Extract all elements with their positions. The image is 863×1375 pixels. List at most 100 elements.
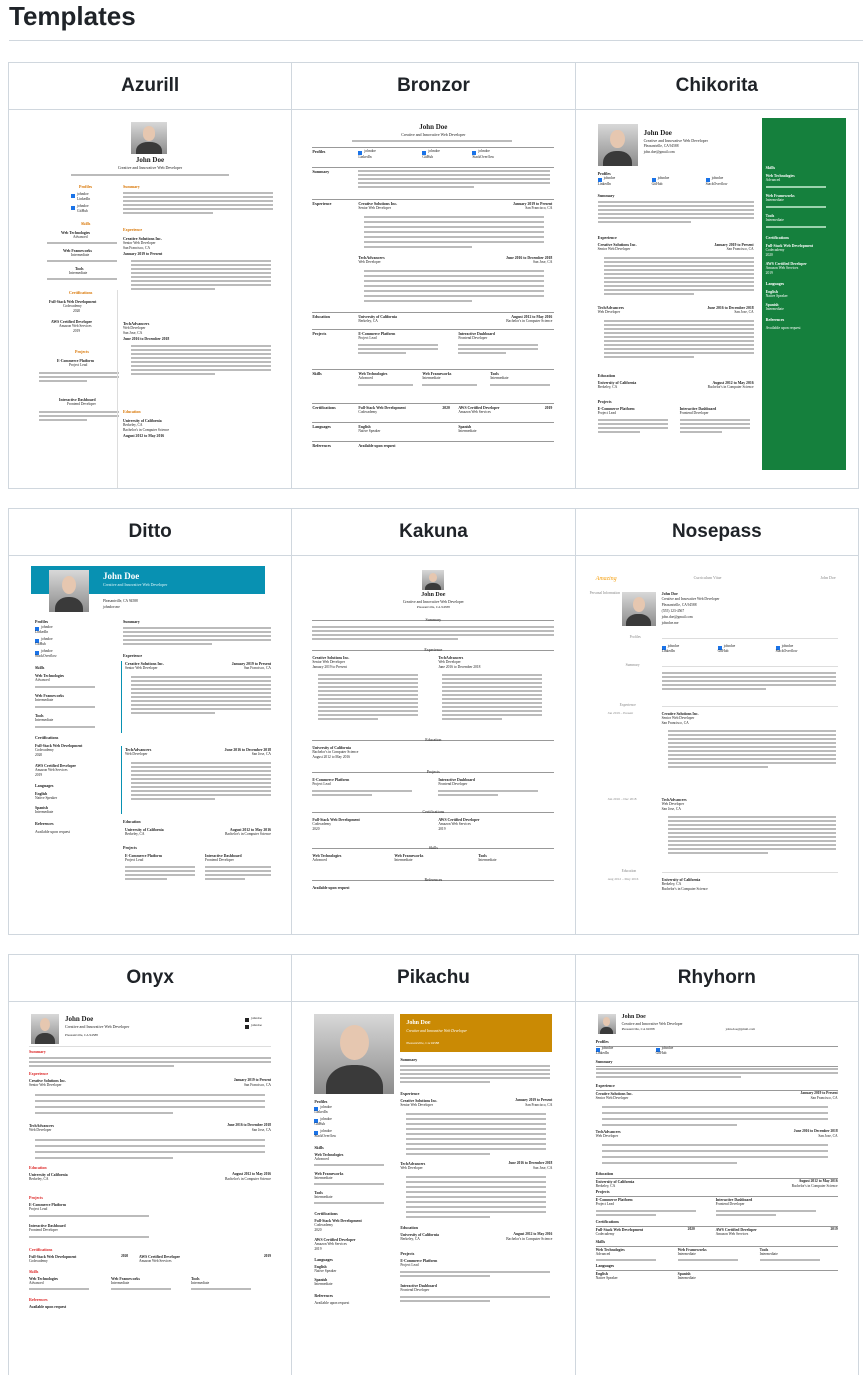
templates-table: Azurill Bronzor Chikorita John Doe Creati…	[7, 62, 860, 1375]
template-preview-ditto[interactable]: John Doe Creative and Innovative Web Deve…	[9, 556, 291, 934]
resume-skill2: Web Frameworks	[63, 249, 92, 253]
text-line	[39, 376, 119, 378]
section-divider	[29, 1046, 271, 1047]
resume-cert2-year: 2019	[830, 1227, 838, 1231]
section-divider	[595, 1196, 838, 1197]
text-line	[595, 1259, 656, 1261]
resume-school: University of California	[661, 878, 701, 882]
resume-section-summary: Summary	[625, 663, 640, 667]
resume-skill1-level: Advanced	[314, 1157, 329, 1161]
resume-project2: Interactive Dashboard	[458, 332, 495, 336]
template-preview-rhyhorn[interactable]: John Doe Creative and Innovative Web Deve…	[575, 1002, 858, 1375]
text-line	[406, 1186, 547, 1188]
resume-section-skills: Skills	[35, 665, 45, 670]
section-divider	[595, 1270, 838, 1271]
resume-section-languages: Languages	[35, 783, 54, 788]
text-line	[661, 676, 836, 678]
resume-degree: Bachelor's in Computer Science	[123, 428, 170, 432]
resume-section-experience: Experience	[619, 703, 636, 707]
template-name-azurill: Azurill	[7, 62, 293, 110]
resume-section-profiles: Profiles	[79, 184, 93, 189]
profile-photo	[621, 592, 656, 626]
template-preview-nosepass[interactable]: Amazing Curriculum Vitae John Doe Personal …	[575, 556, 858, 934]
text-line	[603, 348, 754, 350]
text-line	[406, 1206, 547, 1208]
template-preview-onyx[interactable]: John Doe Creative and Innovative Web Deve…	[9, 1002, 291, 1375]
text-line	[364, 216, 545, 218]
text-line	[667, 848, 836, 850]
text-line	[661, 688, 767, 690]
resume-lang1: English	[358, 425, 371, 429]
resume-cert1-year: 2020	[687, 1227, 695, 1231]
text-line	[442, 714, 543, 716]
text-line	[406, 1181, 547, 1183]
resume-references: Available upon request	[358, 444, 396, 448]
resume-section-skills: Skills	[595, 1239, 605, 1244]
text-line	[39, 411, 119, 413]
resume-place2: San Jose, CA	[734, 310, 754, 314]
resume-company1: Creative Solutions Inc.	[661, 712, 699, 716]
template-preview-bronzor[interactable]: John Doe Creative and Innovative Web Deve…	[292, 110, 575, 488]
text-line	[601, 1150, 828, 1152]
text-line	[667, 730, 836, 732]
text-line	[603, 285, 754, 287]
resume-profile-stackoverflow: StackOverflow	[314, 1134, 337, 1138]
text-line	[131, 770, 271, 772]
text-line	[131, 712, 215, 714]
resume-skill2-level: Intermediate	[71, 253, 90, 257]
text-line	[679, 427, 750, 429]
resume-skill1-level: Advanced	[35, 678, 50, 682]
text-line	[661, 672, 836, 674]
resume-name: John Doe	[661, 591, 678, 596]
resume-section-references: References	[29, 1297, 48, 1302]
text-line	[667, 844, 836, 846]
sidebar-panel	[761, 118, 846, 470]
resume-project1-role: Project Lead	[125, 858, 144, 862]
resume-cert2-year: 2019	[314, 1247, 322, 1251]
text-line	[123, 627, 271, 629]
text-line	[490, 384, 551, 386]
text-line	[406, 1143, 547, 1145]
resume-section-experience: Experience	[123, 653, 143, 658]
resume-skill2-level: Intermediate	[765, 198, 784, 202]
text-line	[35, 1151, 265, 1153]
resume-name: John Doe	[135, 156, 165, 164]
template-preview-kakuna[interactable]: John Doe Creative and Innovative Web Deve…	[292, 556, 575, 934]
resume-location: Pleasantville, CA 94588	[103, 599, 138, 603]
resume-school: University of California	[123, 419, 162, 423]
resume-section-summary: Summary	[595, 1059, 613, 1064]
resume-section-references: References	[765, 317, 785, 322]
resume-skill2-level: Intermediate	[394, 858, 413, 862]
resume-section-summary: Summary	[400, 1057, 418, 1062]
text-line	[400, 1275, 491, 1277]
text-line	[364, 300, 473, 302]
text-line	[667, 836, 836, 838]
section-divider	[312, 848, 555, 849]
section-divider	[595, 1226, 838, 1227]
resume-date2: June 2016 to December 2018	[707, 306, 754, 310]
template-preview-pikachu[interactable]: John Doe Creative and Innovative Web Deve…	[292, 1002, 575, 1375]
resume-role1: Senior Web Developer	[312, 660, 345, 664]
resume-section-summary: Summary	[312, 169, 330, 174]
resume-headline: Creative and Innovative Web Developer	[643, 138, 708, 143]
text-line	[131, 696, 271, 698]
resume-cert2-issuer: Amazon Web Services	[458, 410, 491, 414]
text-line	[39, 419, 87, 421]
template-preview-azurill[interactable]: John Doe Creative and Innovative Web Deve…	[9, 110, 291, 488]
text-line	[679, 431, 722, 433]
text-line	[406, 1176, 547, 1178]
resume-cert1-issuer: Codecademy	[358, 410, 378, 414]
resume-section-certifications: Certifications	[69, 290, 93, 295]
text-line	[131, 704, 271, 706]
text-line	[597, 201, 754, 203]
section-divider	[595, 1246, 838, 1247]
text-line	[603, 277, 754, 279]
text-line	[312, 790, 413, 792]
text-line	[111, 1288, 171, 1290]
text-line	[29, 1065, 175, 1067]
template-preview-chikorita[interactable]: John Doe Creative and Innovative Web Deve…	[575, 110, 858, 488]
text-line	[131, 276, 271, 278]
text-line	[131, 280, 271, 282]
resume-handle: johndoe	[667, 644, 680, 648]
text-line	[318, 710, 419, 712]
